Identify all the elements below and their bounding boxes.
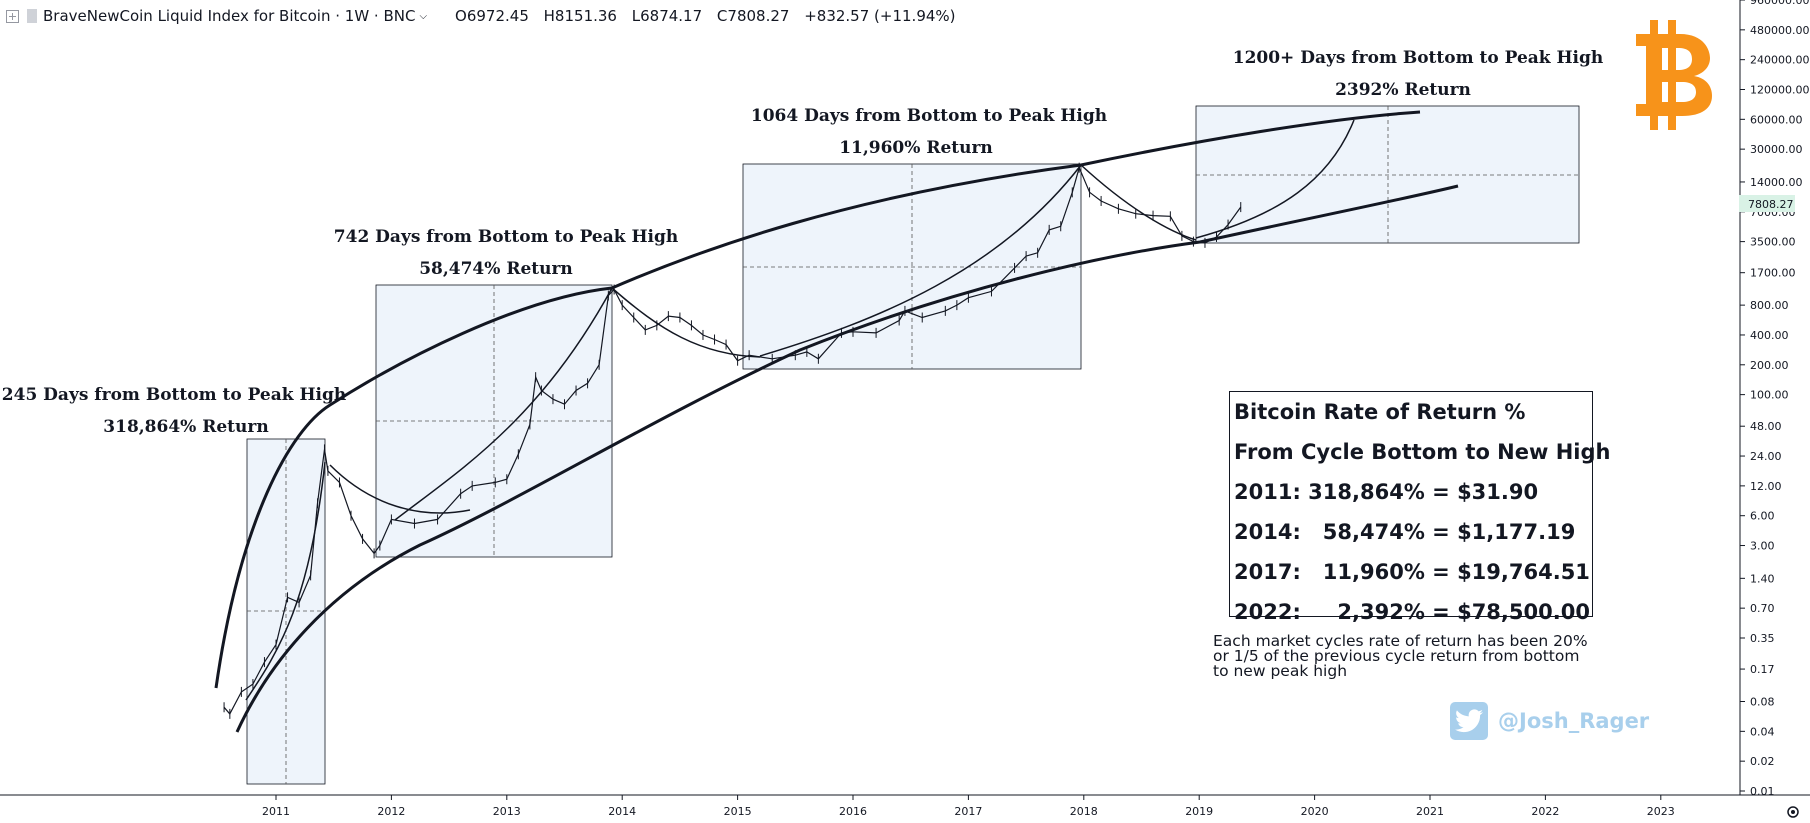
summary-line-2014: 2014: 58,474% = $1,177.19 (1234, 520, 1576, 544)
price-line (223, 165, 1242, 715)
symbol-icon (27, 9, 37, 23)
cycle2-return-label: 58,474% Return (419, 259, 573, 279)
y-tick-label: 3.00 (1750, 540, 1775, 553)
x-axis[interactable]: 2011 2012 2013 2014 2015 2016 2017 2018 2019 2020… (262, 795, 1675, 818)
chevron-down-icon[interactable]: ⌵ (419, 10, 428, 22)
x-tick-label: 2018 (1070, 805, 1098, 818)
bitcoin-logo (1632, 20, 1712, 130)
chart-header: BraveNewCoin Liquid Index for Bitcoin · … (0, 0, 1740, 32)
cycle2-parabola (394, 287, 613, 521)
return-summary-box: Bitcoin Rate of Return % From Cycle Bott… (1229, 391, 1611, 624)
x-tick-label: 2013 (493, 805, 521, 818)
high-value: H8151.36 (543, 7, 617, 25)
last-price-label: 7808.27 (1748, 198, 1794, 211)
lower-arc (235, 184, 1459, 733)
x-tick-label: 2014 (608, 805, 636, 818)
summary-line-2017: 2017: 11,960% = $19,764.51 (1234, 560, 1590, 584)
y-tick-label: 960000.00 (1750, 0, 1810, 7)
summary-line-subtitle: From Cycle Bottom to New High (1234, 440, 1611, 464)
cycle1-parabola (245, 461, 326, 701)
cycle-note: Each market cycles rate of return has be… (1213, 632, 1653, 680)
x-tick-label: 2017 (954, 805, 982, 818)
y-tick-label: 3500.00 (1750, 236, 1796, 249)
open-value: O6972.45 (455, 7, 529, 25)
x-tick-label: 2020 (1301, 805, 1329, 818)
y-tick-label: 0.17 (1750, 663, 1775, 676)
price-series (223, 162, 1242, 719)
y-tick-label: 800.00 (1750, 299, 1789, 312)
x-tick-label: 2011 (262, 805, 290, 818)
summary-line-2022: 2022: 2,392% = $78,500.00 (1234, 600, 1590, 624)
y-tick-label: 30000.00 (1750, 143, 1803, 156)
y-tick-label: 120000.00 (1750, 83, 1810, 96)
cycle3-parabola (759, 164, 1082, 357)
y-tick-label: 0.04 (1750, 725, 1775, 738)
y-tick-label: 200.00 (1750, 359, 1789, 372)
range-guides (247, 106, 1579, 784)
twitter-handle: @Josh_Rager (1498, 709, 1650, 733)
y-tick-label: 1700.00 (1750, 267, 1796, 280)
x-tick-label: 2015 (724, 805, 752, 818)
cycle4-days-label: 1200+ Days from Bottom to Peak High (1233, 48, 1604, 68)
low-value: L6874.17 (631, 7, 703, 25)
x-tick-label: 2022 (1531, 805, 1559, 818)
ohlc-values: O6972.45 H8151.36 L6874.17 C7808.27 +832… (455, 7, 965, 25)
y-tick-label: 100.00 (1750, 389, 1789, 402)
note-line-3: to new peak high (1213, 662, 1348, 680)
y-tick-label: 400.00 (1750, 329, 1789, 342)
cycle4-box (1195, 105, 1580, 244)
change-value: +832.57 (+11.94%) (804, 7, 956, 25)
y-tick-label: 0.70 (1750, 602, 1775, 615)
note-line-2: or 1/5 of the previous cycle return from… (1213, 647, 1580, 665)
y-tick-label: 0.02 (1750, 755, 1775, 768)
cycle1-decline-arc (329, 464, 471, 514)
cycle3-decline-arc (1080, 164, 1197, 241)
y-tick-label: 24.00 (1750, 450, 1782, 463)
x-tick-label: 2023 (1647, 805, 1675, 818)
cycle4-parabola (1195, 119, 1355, 239)
cycle3-days-label: 1064 Days from Bottom to Peak High (751, 106, 1107, 126)
cycle2-decline-arc (611, 287, 761, 358)
y-axis[interactable]: 960000.00 480000.00 240000.00 120000.00 6000… (1740, 0, 1810, 798)
trend-curves (214, 110, 1459, 733)
y-tick-label: 60000.00 (1750, 113, 1803, 126)
expand-icon[interactable] (6, 9, 19, 23)
note-line-1: Each market cycles rate of return has be… (1213, 632, 1588, 650)
upper-arc (214, 110, 1421, 689)
x-tick-label: 2019 (1185, 805, 1213, 818)
y-tick-label: 0.08 (1750, 696, 1775, 709)
x-tick-label: 2012 (377, 805, 405, 818)
cycle-annotations: 245 Days from Bottom to Peak High 318,86… (2, 48, 1603, 437)
summary-line-2011: 2011: 318,864% = $31.90 (1234, 480, 1539, 504)
cycle3-return-label: 11,960% Return (839, 138, 993, 158)
y-tick-label: 480000.00 (1750, 24, 1810, 37)
cycle1-days-label: 245 Days from Bottom to Peak High (2, 385, 346, 405)
close-value: C7808.27 (716, 7, 790, 25)
y-tick-label: 1.40 (1750, 572, 1775, 585)
y-tick-label: 240000.00 (1750, 54, 1810, 67)
cycle2-days-label: 742 Days from Bottom to Peak High (334, 227, 678, 247)
cycle4-return-label: 2392% Return (1335, 80, 1471, 100)
y-tick-label: 14000.00 (1750, 176, 1803, 189)
x-tick-label: 2021 (1416, 805, 1444, 818)
y-tick-label: 12.00 (1750, 480, 1782, 493)
y-tick-label: 0.01 (1750, 785, 1775, 798)
twitter-bird-icon (1450, 702, 1488, 740)
twitter-watermark: @Josh_Rager (1450, 702, 1649, 740)
y-tick-label: 48.00 (1750, 420, 1782, 433)
symbol-title[interactable]: BraveNewCoin Liquid Index for Bitcoin · … (43, 7, 416, 25)
summary-line-title: Bitcoin Rate of Return % (1234, 400, 1526, 424)
last-price-tag (1739, 195, 1795, 212)
x-tick-label: 2016 (839, 805, 867, 818)
settings-gear-icon[interactable] (1787, 806, 1799, 818)
y-tick-label: 0.35 (1750, 632, 1775, 645)
y-tick-label: 6.00 (1750, 510, 1775, 523)
cycle1-return-label: 318,864% Return (103, 417, 268, 437)
